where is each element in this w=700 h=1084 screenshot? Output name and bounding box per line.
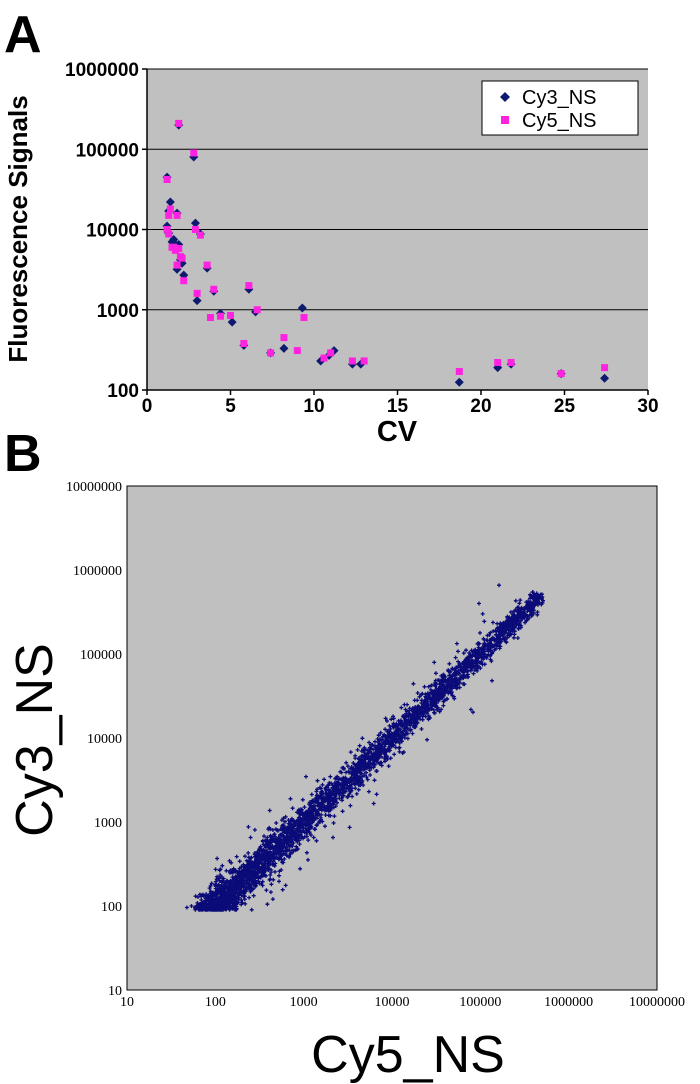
panel-a-letter: A [4, 6, 42, 64]
y-tick-label: 1000 [97, 301, 139, 322]
panel-b-letter: B [4, 425, 42, 483]
x-tick-label: 20 [470, 396, 491, 417]
cy5-point [293, 347, 301, 355]
chart-a-marks [162, 119, 610, 387]
chart-a-x-label: CV [377, 416, 418, 448]
y-tick-label: 10000000 [66, 480, 122, 495]
cy5-point [245, 282, 253, 290]
cy5-point [173, 261, 181, 269]
cy5-point [348, 357, 356, 365]
chart-b: 10 100 1000 10000 100000 1000000 10000000 10 100… [6, 480, 685, 1084]
cy5-point [191, 226, 199, 233]
chart-a-legend: Cy3_NS Cy5_NS [481, 80, 639, 136]
chart-b-ticks: 10 100 1000 10000 100000 1000000 10000000 10 100… [66, 480, 685, 1010]
cy5-point [175, 244, 183, 252]
y-tick-label: 1000000 [65, 60, 139, 81]
chart-b-x-label: Cy5_NS [311, 1026, 505, 1084]
cy3-point [165, 197, 175, 207]
cy5-point [300, 314, 308, 322]
legend-label-cy3: Cy3_NS [522, 87, 596, 109]
x-tick-label: 1000 [290, 995, 318, 1010]
cy5-point [173, 211, 181, 219]
chart-b-marks [184, 583, 545, 912]
cy3-point [279, 343, 289, 353]
x-tick-label: 1000000 [544, 995, 593, 1010]
cy5-point [227, 311, 234, 319]
x-tick-label: 10000000 [629, 995, 685, 1010]
cy5-point [196, 231, 204, 239]
cy5-point [180, 277, 188, 285]
x-tick-label: 10 [120, 995, 134, 1010]
cy5-point [165, 211, 173, 219]
cy3-point [192, 296, 202, 306]
cy5-point [360, 357, 368, 365]
cy5-point [494, 359, 502, 367]
cy3-vs-cy5-points [184, 583, 545, 912]
cy3-point [190, 218, 200, 228]
cy5-point [163, 175, 171, 183]
x-tick-label: 30 [637, 396, 658, 417]
cy5-point [280, 334, 288, 342]
y-tick-label: 100000 [80, 648, 122, 663]
chart-b-y-label: Cy3_NS [6, 643, 64, 837]
y-tick-label: 100000 [76, 140, 139, 161]
cy5-point [203, 261, 211, 269]
cy5-point [206, 314, 214, 322]
cy5-point [175, 119, 183, 127]
x-tick-label: 10000 [375, 995, 410, 1010]
y-tick-label: 10000 [87, 732, 122, 747]
x-tick-label: 0 [142, 396, 153, 417]
cy3-point [600, 373, 610, 383]
cy5-point [178, 254, 186, 262]
chart-a-y-label: Fluorescence Signals [3, 95, 33, 362]
cy3-point [297, 303, 307, 313]
cy5-point [166, 205, 174, 213]
chart-a: 100 1000 10000 100000 1000000 0 5 10 15 20 25 30 Cy… [3, 60, 659, 448]
x-tick-label: 100000 [459, 995, 501, 1010]
x-tick-label: 10 [303, 396, 324, 417]
cy5-point [557, 370, 565, 378]
cy5-point [163, 226, 171, 233]
cy5-point [190, 149, 198, 157]
chart-a-ticks: 100 1000 10000 100000 1000000 0 5 10 15 20 25 30 [65, 60, 659, 417]
cy5-point [327, 349, 335, 357]
y-tick-label: 10 [108, 984, 122, 999]
x-tick-label: 15 [387, 396, 409, 417]
cy5-point [253, 306, 261, 314]
chart-a-gridlines [147, 68, 648, 311]
cy5-point [165, 230, 173, 238]
y-tick-label: 1000 [94, 816, 122, 831]
cy3-point [454, 377, 464, 387]
legend-label-cy5: Cy5_NS [522, 110, 596, 132]
cy5-point [193, 289, 201, 297]
legend-marker-cy3 [500, 92, 510, 102]
x-tick-label: 5 [225, 396, 236, 417]
cy5-point [601, 364, 609, 372]
legend-box [481, 80, 639, 136]
cy5-point [320, 354, 328, 362]
x-tick-label: 25 [554, 396, 576, 417]
cy5-point [267, 349, 275, 357]
cy5-point [240, 339, 248, 347]
x-tick-label: 100 [205, 995, 226, 1010]
y-tick-label: 100 [107, 381, 139, 402]
cy5-point [216, 312, 224, 320]
y-tick-label: 1000000 [73, 564, 122, 579]
legend-marker-cy5 [501, 116, 509, 124]
cy5-point [455, 368, 463, 376]
cy5-point [507, 359, 515, 367]
y-tick-label: 10000 [86, 221, 139, 242]
cy5-point [210, 285, 218, 293]
y-tick-label: 100 [101, 900, 122, 915]
cy3-point [227, 317, 237, 327]
